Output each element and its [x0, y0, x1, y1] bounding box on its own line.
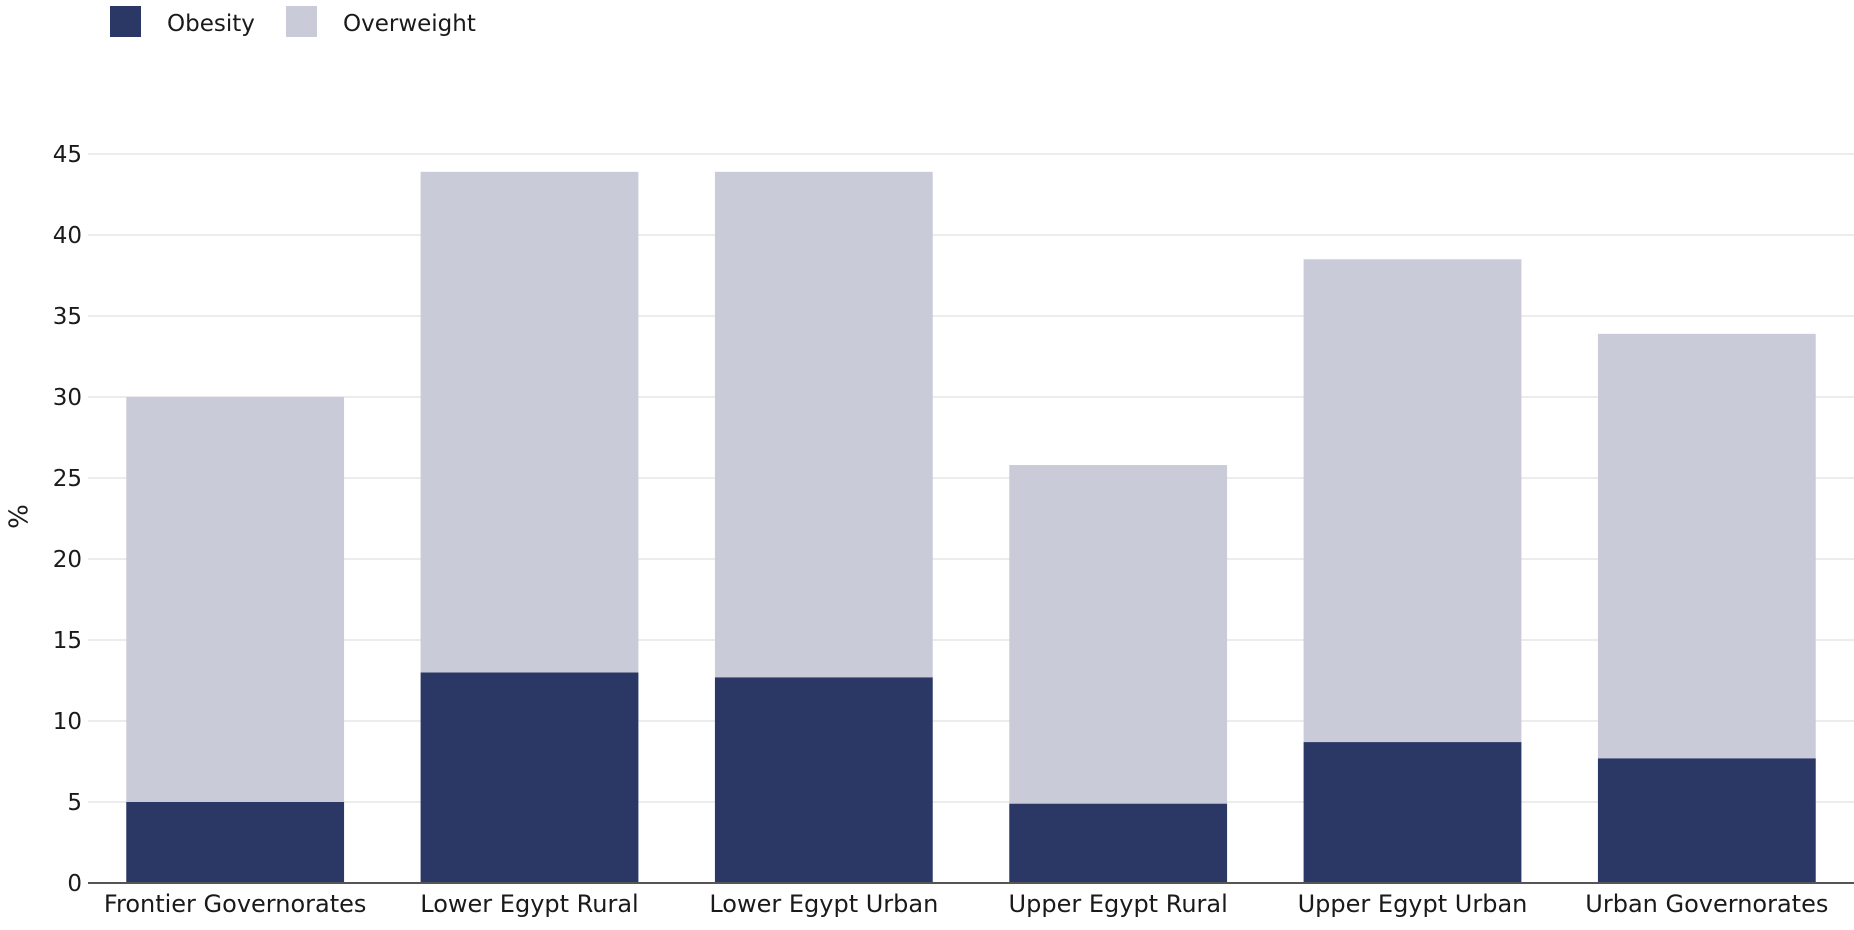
- x-tick-label: Frontier Governorates: [104, 890, 366, 918]
- bar-obesity-4[interactable]: [1009, 803, 1228, 883]
- y-axis-label: %: [5, 504, 35, 529]
- y-tick-label: 45: [53, 142, 82, 168]
- y-tick-label: 10: [53, 709, 82, 735]
- y-tick-label: 35: [53, 304, 82, 330]
- legend-label: Obesity: [167, 11, 255, 37]
- x-tick-label: Lower Egypt Urban: [709, 890, 938, 918]
- legend-swatch: [110, 6, 141, 37]
- y-tick-label: 5: [67, 790, 82, 816]
- bar-obesity-5[interactable]: [1303, 742, 1522, 883]
- y-tick-label: 30: [53, 385, 82, 411]
- bar-overweight-3[interactable]: [714, 171, 933, 678]
- y-tick-label: 20: [53, 547, 82, 573]
- x-tick-label: Upper Egypt Urban: [1298, 890, 1528, 918]
- x-tick-label: Lower Egypt Rural: [420, 890, 638, 918]
- bar-obesity-3[interactable]: [714, 677, 933, 883]
- y-tick-label: 25: [53, 466, 82, 492]
- x-tick-label: Urban Governorates: [1585, 890, 1828, 918]
- bar-overweight-2[interactable]: [420, 171, 639, 673]
- bar-overweight-5[interactable]: [1303, 259, 1522, 743]
- legend-label: Overweight: [343, 11, 476, 37]
- legend-swatch: [286, 6, 317, 37]
- gridlines: [88, 153, 1854, 803]
- y-tick-label: 0: [67, 871, 82, 897]
- bar-obesity-6[interactable]: [1597, 758, 1816, 883]
- x-tick-label: Upper Egypt Rural: [1009, 890, 1228, 918]
- y-tick-label: 15: [53, 628, 82, 654]
- bars: [126, 171, 1816, 883]
- x-axis: Frontier Governorates Lower Egypt Rural Lo…: [104, 890, 1828, 918]
- bar-overweight-1[interactable]: [126, 397, 345, 802]
- y-tick-label: 40: [53, 223, 82, 249]
- bar-obesity-2[interactable]: [420, 672, 639, 883]
- bar-overweight-4[interactable]: [1009, 465, 1228, 804]
- legend: Obesity Overweight: [110, 6, 476, 37]
- bar-overweight-6[interactable]: [1597, 333, 1816, 759]
- y-axis: 0 5 10 15 20 25 30 35 40 45: [53, 142, 82, 897]
- bar-obesity-1[interactable]: [126, 802, 345, 883]
- legend-item[interactable]: Obesity: [110, 6, 255, 37]
- legend-item[interactable]: Overweight: [286, 6, 476, 37]
